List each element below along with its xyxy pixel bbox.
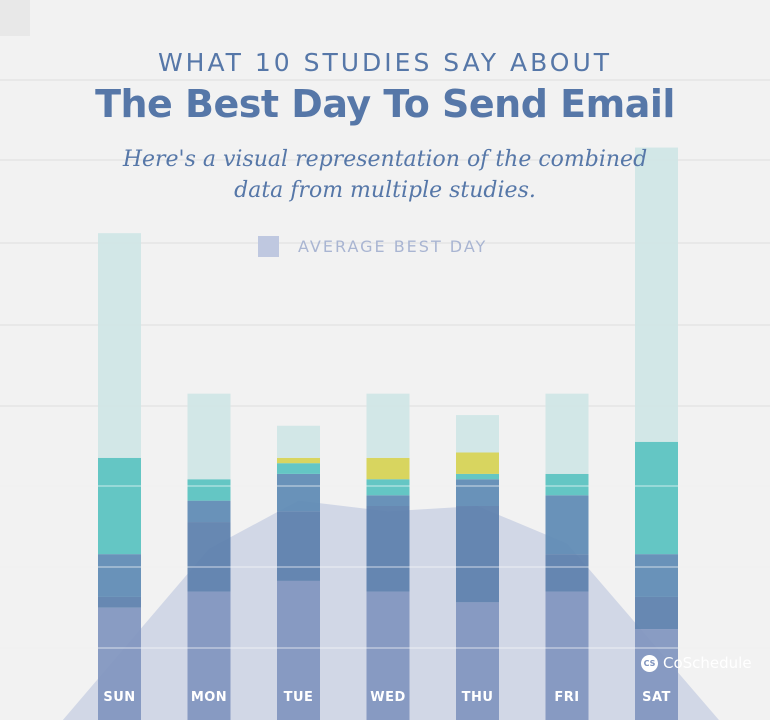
day-label-sun: SUN — [103, 690, 135, 705]
brand-logo: CS CoSchedule — [641, 654, 752, 672]
bar-segment-fri-4 — [545, 393, 589, 474]
bar-segment-sun-4 — [98, 233, 141, 458]
bar-segment-sat-0 — [635, 629, 678, 720]
bar-segment-tue-3 — [277, 463, 320, 474]
bar-segment-sat-4 — [635, 147, 678, 442]
bar-segment-mon-3 — [187, 479, 231, 501]
bar-wed — [366, 393, 410, 720]
bar-segment-wed-0 — [366, 591, 410, 720]
bar-segment-tue-1 — [277, 511, 320, 581]
brand-name: CoSchedule — [663, 654, 752, 672]
bar-segment-sun-0 — [98, 607, 141, 720]
bar-segment-tue-5 — [277, 425, 320, 458]
bar-segment-wed-1 — [366, 506, 410, 592]
bar-segment-fri-0 — [545, 591, 589, 720]
bar-segment-thu-3 — [456, 473, 499, 480]
bar-segment-sun-1 — [98, 596, 141, 608]
bar-segment-fri-3 — [545, 473, 589, 496]
bar-thu — [456, 415, 499, 720]
bar-segment-thu-4 — [456, 452, 499, 474]
gridlines-overlay — [0, 485, 770, 649]
bar-segment-mon-1 — [187, 522, 231, 592]
bar-segment-thu-2 — [456, 479, 499, 506]
legend: AVERAGE BEST DAY — [258, 234, 487, 258]
chart-title: The Best Day To Send Email — [95, 82, 675, 126]
day-labels: SUN MON TUE WED THU FRI SAT — [103, 690, 671, 705]
day-label-fri: FRI — [554, 690, 579, 705]
legend-label: AVERAGE BEST DAY — [298, 236, 488, 256]
bar-segment-mon-2 — [187, 500, 231, 523]
bar-sun — [98, 233, 141, 720]
bars — [98, 147, 678, 720]
day-label-thu: THU — [462, 690, 494, 705]
bar-segment-sat-1 — [635, 596, 678, 630]
bar-segment-wed-4 — [366, 457, 410, 480]
chart-subtitle: Here's a visual representation of the co… — [122, 147, 648, 203]
bar-sat — [635, 147, 678, 720]
chart-kicker: WHAT 10 STUDIES SAY ABOUT — [157, 48, 613, 77]
bar-segment-mon-0 — [187, 591, 231, 720]
bar-segment-wed-5 — [366, 393, 410, 458]
day-label-tue: TUE — [284, 690, 314, 705]
bar-segment-tue-4 — [277, 457, 320, 464]
bar-segment-tue-2 — [277, 473, 320, 512]
bar-segment-wed-3 — [366, 479, 410, 496]
coschedule-logo-icon: CS — [641, 654, 658, 672]
bar-segment-fri-2 — [545, 495, 589, 555]
corner-decoration — [0, 0, 30, 36]
bar-tue — [277, 425, 320, 720]
bar-segment-mon-4 — [187, 393, 231, 480]
bar-segment-sun-2 — [98, 554, 141, 597]
bar-mon — [187, 393, 231, 720]
bar-segment-sun-3 — [98, 457, 141, 555]
bar-segment-tue-0 — [277, 580, 320, 720]
bar-segment-thu-1 — [456, 506, 499, 603]
bar-segment-fri-1 — [545, 554, 589, 592]
day-label-sat: SAT — [642, 690, 671, 705]
bar-segment-thu-0 — [456, 602, 499, 720]
day-label-mon: MON — [191, 690, 227, 705]
bar-fri — [545, 393, 589, 720]
bar-segment-sat-3 — [635, 441, 678, 555]
bar-segment-wed-2 — [366, 495, 410, 506]
legend-swatch — [258, 235, 279, 257]
day-label-wed: WED — [370, 690, 406, 705]
bar-segment-sat-2 — [635, 554, 678, 597]
bar-segment-thu-5 — [456, 415, 499, 453]
